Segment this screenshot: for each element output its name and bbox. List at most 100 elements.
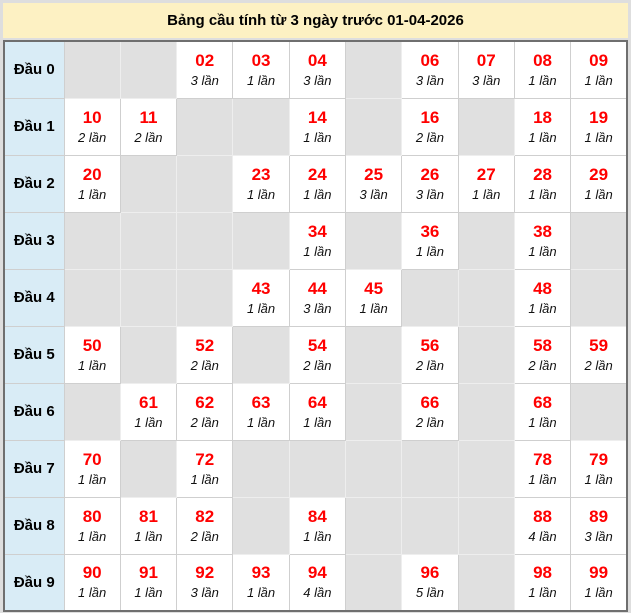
pair-number: 03: [251, 50, 271, 70]
empty-cell: [457, 97, 515, 156]
empty-cell: [176, 97, 234, 156]
number-cell: 70 1 lần: [63, 439, 121, 498]
table-row: Đầu 2 20 1 lần 23 1 lần 24 1 lần 25 3 lần 26 3 lần…: [3, 154, 628, 213]
empty-cell: [401, 496, 459, 555]
pair-count: 1 lần: [134, 528, 163, 544]
pair-count: 5 lần: [415, 585, 445, 601]
pair-number: 29: [589, 164, 609, 184]
pair-number: 27: [476, 164, 496, 184]
empty-cell: [232, 439, 290, 498]
number-cell: 38 1 lần: [513, 211, 572, 270]
row-header: Đầu 4: [3, 268, 65, 327]
table-row: Đầu 6 61 1 lần 62 2 lần 63 1 lần 64 1 lần 66 2 lần…: [3, 382, 628, 441]
empty-cell: [119, 439, 178, 498]
number-cell: 96 5 lần: [401, 553, 459, 612]
number-cell: 34 1 lần: [288, 211, 346, 270]
number-cell: 50 1 lần: [63, 325, 121, 384]
number-cell: 45 1 lần: [344, 268, 403, 327]
pair-count: 1 lần: [78, 471, 107, 487]
pair-number: 52: [195, 335, 215, 355]
pair-count: 3 lần: [415, 186, 445, 202]
number-cell: 61 1 lần: [119, 382, 178, 441]
pair-count: 3 lần: [359, 186, 388, 202]
pair-number: 50: [82, 335, 102, 355]
pair-count: 1 lần: [246, 414, 276, 430]
pair-count: 2 lần: [190, 528, 219, 544]
pair-number: 72: [195, 449, 215, 469]
empty-cell: [457, 325, 515, 384]
pair-number: 23: [251, 164, 271, 184]
number-cell: 72 1 lần: [176, 439, 234, 498]
pair-count: 1 lần: [359, 300, 388, 316]
pair-number: 80: [82, 506, 102, 526]
pair-count: 1 lần: [78, 585, 107, 601]
page-title: Bảng cầu tính từ 3 ngày trước 01-04-2026: [3, 3, 628, 38]
pair-number: 02: [195, 50, 215, 70]
empty-cell: [176, 268, 234, 327]
pair-count: 3 lần: [190, 585, 219, 601]
pair-count: 1 lần: [528, 300, 557, 316]
row-header: Đầu 9: [3, 553, 65, 612]
number-cell: 94 4 lần: [288, 553, 346, 612]
pair-count: 2 lần: [415, 357, 445, 373]
empty-cell: [401, 268, 459, 327]
pair-count: 1 lần: [472, 186, 501, 202]
table-row: Đầu 3 34 1 lần 36 1 lần 38 1 lần: [3, 211, 628, 270]
pair-number: 63: [251, 392, 271, 412]
row-header: Đầu 6: [3, 382, 65, 441]
pair-number: 06: [420, 50, 440, 70]
number-cell: 81 1 lần: [119, 496, 178, 555]
pair-number: 81: [138, 506, 158, 526]
number-cell: 24 1 lần: [288, 154, 346, 213]
number-cell: 26 3 lần: [401, 154, 459, 213]
empty-cell: [344, 439, 403, 498]
number-cell: 28 1 lần: [513, 154, 572, 213]
pair-count: 1 lần: [303, 528, 332, 544]
empty-cell: [232, 325, 290, 384]
pair-number: 18: [533, 107, 552, 127]
pair-count: 1 lần: [415, 243, 445, 259]
number-cell: 04 3 lần: [288, 40, 346, 99]
empty-cell: [344, 97, 403, 156]
pair-number: 09: [589, 50, 609, 70]
pair-number: 94: [307, 563, 327, 583]
pair-number: 93: [251, 563, 271, 583]
empty-cell: [63, 382, 121, 441]
pair-count: 1 lần: [528, 414, 557, 430]
pair-count: 1 lần: [246, 186, 276, 202]
number-cell: 99 1 lần: [570, 553, 628, 612]
pair-number: 45: [364, 278, 384, 298]
pair-count: 4 lần: [528, 528, 557, 544]
number-cell: 82 2 lần: [176, 496, 234, 555]
number-cell: 23 1 lần: [232, 154, 290, 213]
row-header: Đầu 7: [3, 439, 65, 498]
pair-number: 90: [82, 563, 102, 583]
pair-count: 1 lần: [78, 357, 107, 373]
table-row: Đầu 5 50 1 lần 52 2 lần 54 2 lần 56 2 lần 58 2 lần…: [3, 325, 628, 384]
number-cell: 80 1 lần: [63, 496, 121, 555]
pair-number: 84: [307, 506, 327, 526]
pair-count: 1 lần: [584, 129, 613, 145]
pair-number: 78: [533, 449, 552, 469]
pair-count: 2 lần: [303, 357, 332, 373]
pair-number: 68: [533, 392, 552, 412]
empty-cell: [570, 382, 628, 441]
pair-number: 19: [589, 107, 609, 127]
cau-table: Đầu 0 02 3 lần 03 1 lần 04 3 lần 06 3 lần 07 3 lần…: [3, 40, 628, 612]
number-cell: 18 1 lần: [513, 97, 572, 156]
pair-number: 38: [533, 221, 552, 241]
number-cell: 54 2 lần: [288, 325, 346, 384]
number-cell: 08 1 lần: [513, 40, 572, 99]
number-cell: 02 3 lần: [176, 40, 234, 99]
pair-count: 1 lần: [528, 471, 557, 487]
pair-count: 3 lần: [584, 528, 613, 544]
pair-count: 1 lần: [303, 243, 332, 259]
pair-number: 99: [589, 563, 609, 583]
pair-count: 1 lần: [528, 243, 557, 259]
pair-count: 1 lần: [246, 72, 276, 88]
pair-number: 43: [251, 278, 271, 298]
empty-cell: [457, 439, 515, 498]
pair-number: 58: [533, 335, 552, 355]
pair-count: 3 lần: [303, 300, 332, 316]
